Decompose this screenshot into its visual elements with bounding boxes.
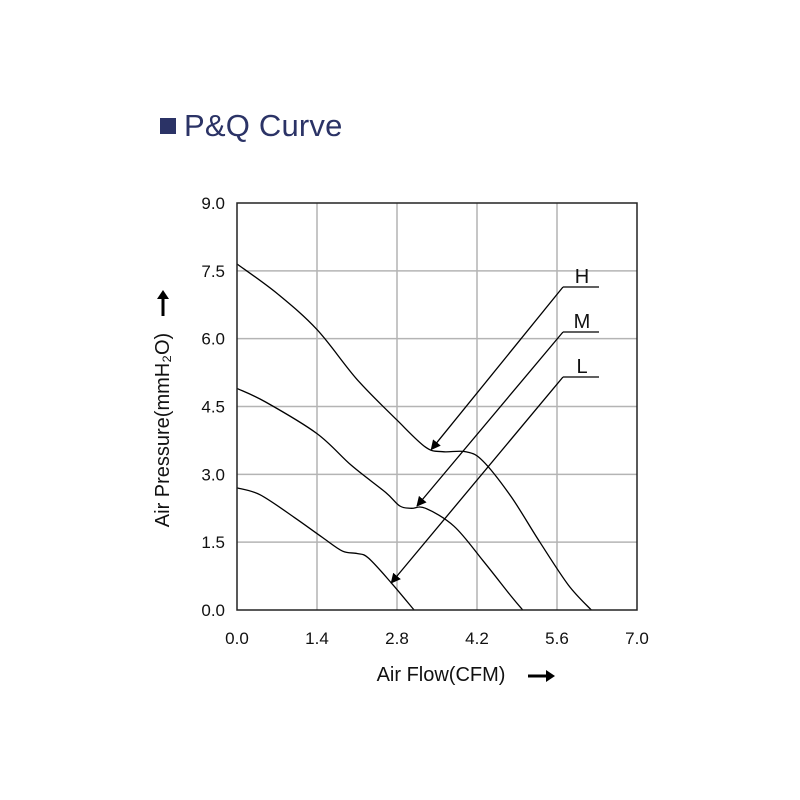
curve-pointer-arrow [390,376,564,584]
y-tick-label: 3.0 [201,465,225,484]
curve-label-m: M [574,311,591,333]
curve-annotations: H M L [390,266,599,584]
series-line-m [236,387,524,611]
series-line-h [236,263,592,611]
y-axis-arrowhead-icon [157,290,169,299]
curve-label-l: L [576,356,587,378]
y-tick-label: 4.5 [201,398,225,417]
x-axis-arrowhead-icon [546,670,555,682]
x-tick-label: 0.0 [225,629,249,648]
y-tick-label: 1.5 [201,533,225,552]
y-tick-label: 7.5 [201,262,225,281]
plot-frame [236,202,638,611]
y-tick-label: 6.0 [201,330,225,349]
grid-lines [237,203,637,610]
x-tick-label: 2.8 [385,629,409,648]
x-tick-label: 4.2 [465,629,489,648]
chart-title-block: P&Q Curve [160,108,343,144]
y-tick-label: 0.0 [201,601,225,620]
curve-pointer-arrow [416,331,564,507]
tick-labels: 0.0 1.4 2.8 4.2 5.6 7.0 0.0 1.5 3.0 4.5 6.0 7.5 9.0 [201,194,648,648]
y-tick-label: 9.0 [201,194,225,213]
curve-label-h: H [575,266,589,288]
series-line-l [236,487,415,611]
chart-title: P&Q Curve [184,108,343,143]
x-tick-label: 7.0 [625,629,649,648]
x-tick-label: 5.6 [545,629,569,648]
curve-pointer-arrow [430,286,564,451]
axis-labels: Air Flow(CFM) Air Pressure(mmH₂O) [152,290,555,686]
x-tick-label: 1.4 [305,629,329,648]
curves [236,263,592,611]
title-bullet-square [160,118,176,134]
x-axis-label: Air Flow(CFM) [377,664,506,686]
y-axis-label: Air Pressure(mmH₂O) [152,333,174,527]
